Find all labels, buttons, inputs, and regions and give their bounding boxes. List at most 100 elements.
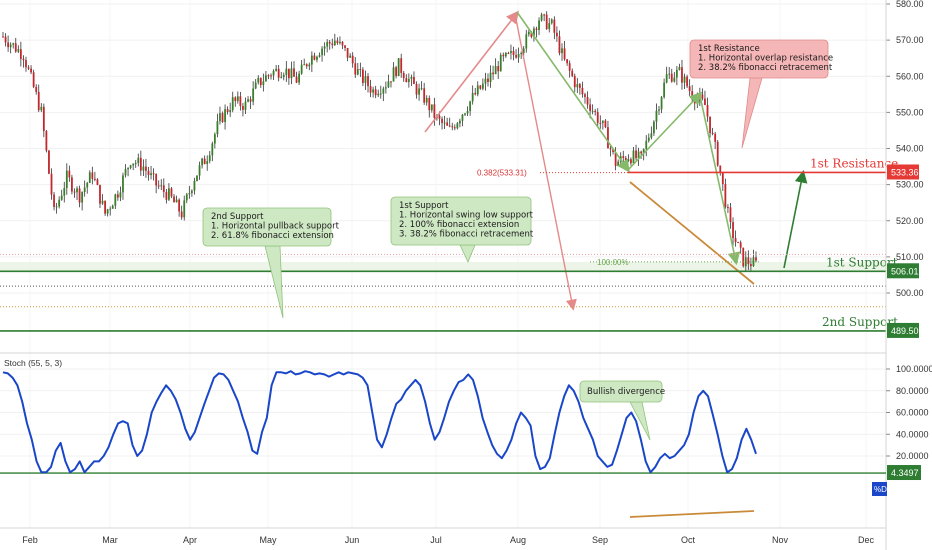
level-price-tag-text: 506.01 [891, 266, 919, 276]
candle-body [193, 181, 196, 191]
candle-body [369, 86, 372, 93]
candle-body [305, 64, 308, 67]
candle-body [293, 68, 295, 77]
candle-body [267, 75, 270, 77]
candle-body [382, 88, 385, 94]
candle-body [236, 96, 239, 102]
candle-body [157, 185, 160, 187]
candle-body [425, 97, 428, 103]
candle-body [734, 238, 737, 243]
price-candles [2, 11, 757, 272]
candle-body [706, 105, 709, 117]
candle-body [168, 188, 170, 200]
candle-body [58, 199, 61, 207]
candle-body [428, 97, 431, 111]
candle-body [9, 44, 12, 48]
candle-body [152, 173, 155, 175]
candle-body [316, 56, 318, 60]
candle-body [76, 188, 78, 193]
stoch-tick-label: 40.0000 [896, 429, 929, 439]
candle-body [96, 179, 99, 185]
candle-body [372, 89, 375, 93]
candle-body [568, 63, 571, 71]
candle-body [642, 148, 645, 154]
candle-body [160, 185, 163, 187]
annotation-line: 2. 100% fibonacci extension [399, 220, 519, 230]
candle-body [254, 82, 257, 89]
candle-body [392, 67, 395, 82]
candle-body [22, 58, 25, 61]
candle-body [259, 77, 262, 86]
candle-body [377, 93, 380, 96]
candle-body [704, 98, 706, 106]
candle-body [675, 69, 678, 78]
candle-body [175, 199, 178, 203]
candle-body [688, 86, 691, 92]
candle-body [165, 191, 168, 200]
candle-body [410, 76, 413, 79]
candle-body [99, 184, 101, 204]
candle-body [132, 163, 135, 166]
swing-arrow-up [627, 91, 703, 171]
candle-body [35, 86, 38, 92]
level-price-tag-text: 533.36 [891, 167, 919, 177]
candle-body [351, 55, 354, 64]
swing-arrow-down-2 [699, 95, 741, 266]
price-tick-label: 580.00 [896, 0, 924, 9]
candle-body [272, 70, 275, 76]
candle-body [724, 183, 727, 208]
candle-body [479, 85, 482, 89]
candle-body [111, 205, 114, 209]
candle-body [397, 58, 400, 76]
annotation-line: 1. Horizontal swing low support [399, 211, 534, 221]
candle-body [423, 88, 426, 103]
candle-body [331, 43, 334, 46]
candle-body [402, 72, 405, 79]
candle-body [612, 148, 614, 153]
candle-body [155, 173, 158, 186]
candle-body [119, 192, 122, 198]
candle-body [287, 68, 290, 79]
candle-body [670, 73, 673, 82]
annotation-line: Bullish divergence [587, 387, 665, 397]
candle-body [73, 191, 76, 193]
candle-body [318, 55, 321, 57]
candle-body [640, 151, 643, 154]
candle-body [83, 187, 86, 192]
time-tick-label: Apr [183, 535, 197, 545]
annotation-box [390, 196, 532, 246]
candle-body [364, 76, 367, 84]
candle-body [249, 99, 252, 102]
candle-body [37, 91, 40, 111]
candle-body [624, 157, 627, 162]
time-tick-label: Jun [345, 535, 360, 545]
time-tick-label: Sep [592, 535, 608, 545]
candle-body [433, 104, 436, 118]
candle-body [530, 31, 533, 37]
candle-body [446, 122, 449, 126]
candle-body [418, 88, 420, 95]
annotation-line: 1. Horizontal overlap resistance [698, 54, 833, 64]
candle-body [162, 185, 165, 192]
time-tick-label: Jul [430, 535, 442, 545]
candle-body [749, 264, 752, 267]
fib-extension-label: 100.00% [597, 258, 629, 267]
candle-body [208, 155, 211, 162]
level-price-tag [887, 164, 919, 180]
candle-body [303, 64, 306, 66]
series-tag [872, 482, 887, 496]
candle-body [520, 53, 523, 55]
candle-body [7, 42, 10, 48]
candle-body [683, 76, 686, 83]
impulse-arrow [424, 10, 519, 133]
candle-body [170, 188, 173, 197]
price-tick-label: 530.00 [896, 180, 924, 190]
candle-body [755, 257, 757, 261]
candle-body [101, 200, 104, 204]
candle-body [489, 72, 492, 82]
candle-body [591, 110, 594, 112]
